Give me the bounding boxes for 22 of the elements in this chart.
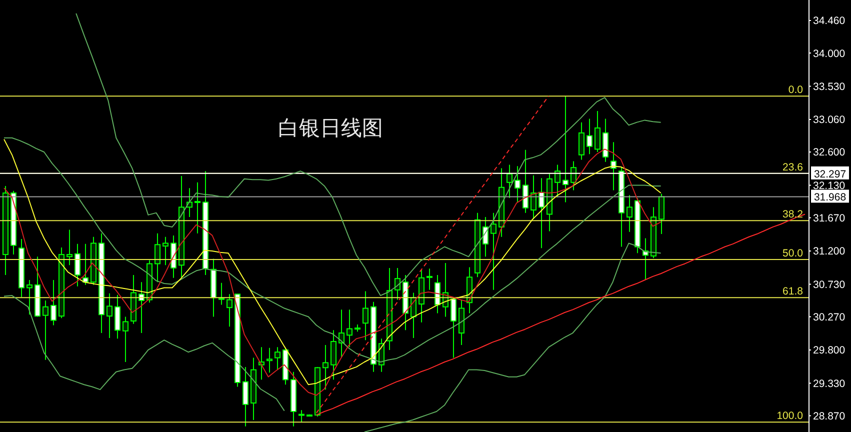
- annotation: 50.0: [782, 247, 804, 260]
- annotation: 100.0: [776, 410, 804, 422]
- y-tick-label: 30.270: [813, 311, 846, 324]
- ref-line-label: 31.968: [814, 192, 846, 204]
- annotation: 61.8: [782, 286, 804, 298]
- annotation: 38.2: [782, 208, 804, 221]
- y-tick-label: 31.670: [813, 212, 846, 224]
- y-tick-label: 33.530: [813, 80, 846, 93]
- y-tick-label: 29.800: [813, 344, 846, 357]
- y-tick-label: 33.060: [813, 114, 846, 126]
- y-tick-label: 28.870: [813, 410, 846, 422]
- y-tick-label: 31.200: [813, 246, 846, 258]
- ref-line-label: 32.297: [814, 168, 846, 180]
- y-tick-label: 30.730: [813, 278, 846, 291]
- y-tick-label: 32.130: [813, 180, 846, 192]
- text: 白银日线图: [278, 115, 383, 142]
- annotation: 23.6: [782, 161, 804, 174]
- y-tick-label: 32.600: [813, 146, 846, 159]
- y-tick-label: 29.330: [813, 378, 846, 390]
- y-tick-label: 34.000: [813, 48, 846, 60]
- annotation: 0.0: [788, 84, 804, 96]
- y-tick-label: 34.460: [813, 15, 846, 28]
